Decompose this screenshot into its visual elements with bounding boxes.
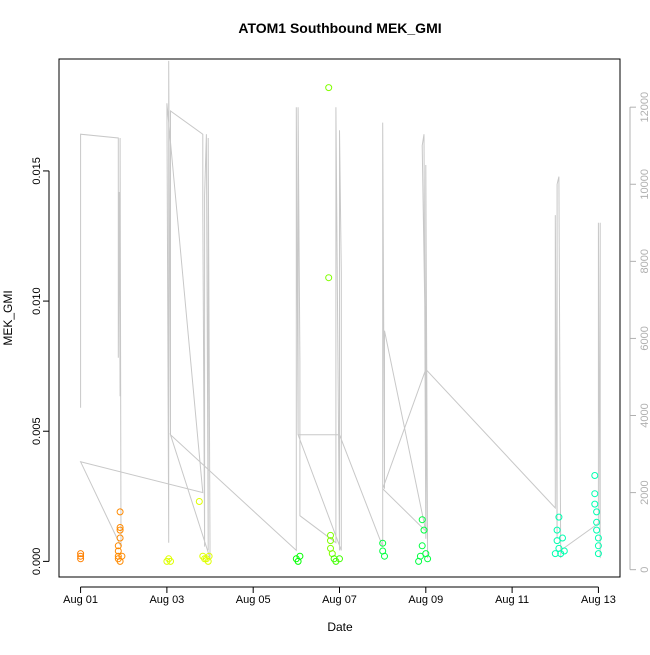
y2-tick-label: 12000 [639, 92, 650, 123]
y2-tick-label: 2000 [639, 480, 650, 504]
right-axis-line [79, 60, 601, 559]
y2-tick-label: 6000 [639, 326, 650, 350]
data-point [296, 552, 304, 560]
data-point [118, 552, 126, 560]
data-point [551, 550, 559, 558]
data-point [336, 555, 343, 563]
data-point [593, 518, 601, 526]
y-tick-label: 0.010 [31, 287, 43, 315]
data-point [195, 498, 203, 505]
data-point [591, 472, 599, 479]
data-point [205, 552, 213, 560]
data-point [594, 542, 602, 550]
data-point [114, 542, 122, 550]
data-point [167, 557, 174, 565]
data-point [424, 555, 432, 563]
x-tick-label: Aug 07 [322, 594, 357, 606]
data-point [593, 508, 601, 516]
x-tick-label: Aug 03 [149, 594, 184, 606]
data-point [77, 552, 85, 560]
data-point [418, 516, 426, 524]
data-point [325, 274, 333, 282]
data-point [416, 552, 424, 560]
right-axis-line-series [79, 60, 601, 559]
data-point [116, 526, 124, 534]
data-point [381, 552, 388, 560]
x-axis-label: Date [327, 620, 353, 634]
x-tick-label: Aug 09 [408, 594, 443, 606]
y-tick-label: 0.000 [31, 548, 43, 576]
data-point [593, 526, 601, 534]
data-point [116, 508, 124, 516]
x-tick-label: Aug 01 [63, 594, 98, 606]
y2-tick-label: 4000 [639, 403, 650, 427]
data-point [553, 537, 561, 545]
x-tick-label: Aug 13 [581, 594, 616, 606]
y-axis: 0.000 0.005 0.010 0.015 [31, 157, 50, 576]
data-point [327, 537, 334, 545]
y2-tick-label: 10000 [639, 169, 650, 200]
y-tick-label: 0.005 [31, 417, 43, 445]
data-point [594, 534, 602, 542]
scatter-points [77, 84, 602, 565]
x-tick-label: Aug 05 [236, 594, 271, 606]
data-point [116, 534, 124, 542]
data-point [560, 547, 568, 555]
chart-title: ATOM1 Southbound MEK_GMI [238, 20, 441, 36]
data-point [418, 542, 426, 550]
plot-box [58, 58, 621, 578]
x-axis: Aug 01 Aug 03 Aug 05 Aug 07 Aug 09 Aug 11 Aug … [63, 586, 616, 606]
data-point [77, 550, 85, 558]
data-point [77, 555, 85, 563]
data-point [114, 547, 122, 555]
y2-axis: 0 2000 4000 6000 8000 10000 12000 [629, 92, 650, 573]
data-point [420, 526, 428, 534]
data-point [553, 526, 561, 534]
data-point [204, 557, 212, 565]
data-point [327, 531, 334, 539]
y-axis-label: MEK_GMI [1, 290, 15, 345]
data-point [555, 513, 563, 521]
data-point [379, 539, 387, 547]
data-point [594, 550, 602, 558]
data-point [559, 534, 566, 542]
y2-tick-label: 8000 [639, 249, 650, 273]
data-point [116, 524, 124, 531]
y-tick-label: 0.015 [31, 157, 43, 185]
data-point [591, 490, 599, 498]
x-tick-label: Aug 11 [495, 594, 529, 606]
y2-tick-label: 0 [639, 567, 650, 573]
data-point [591, 500, 599, 508]
data-point [325, 84, 333, 92]
